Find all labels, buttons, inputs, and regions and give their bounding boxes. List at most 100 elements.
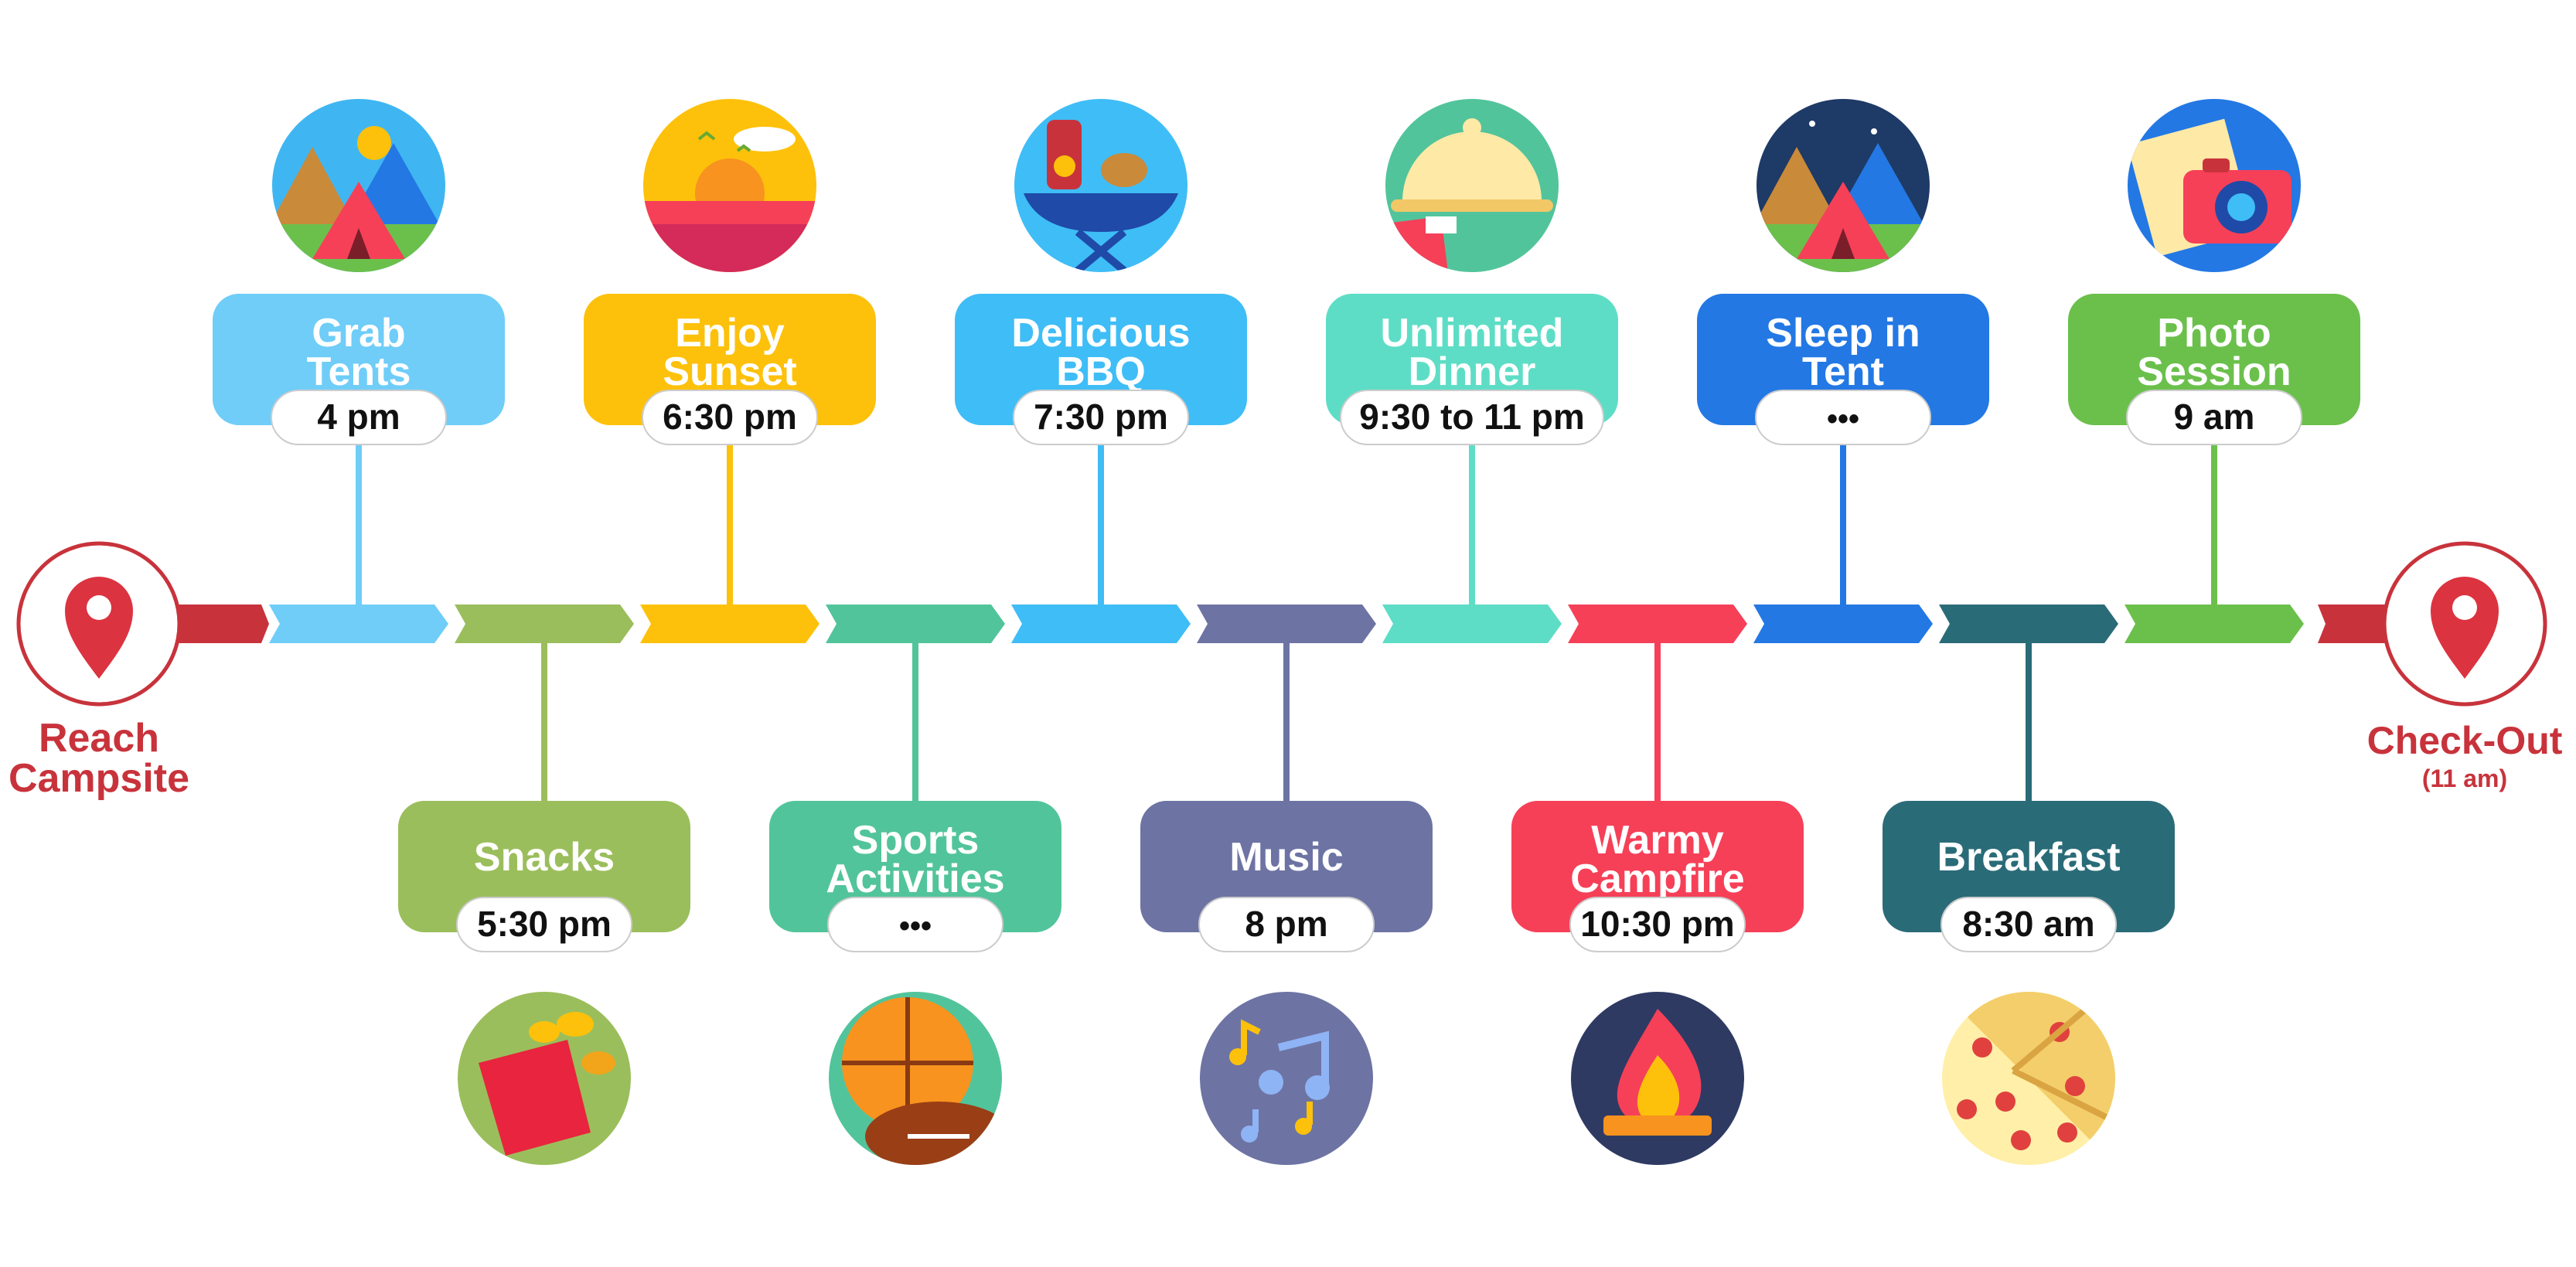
event-time-pill xyxy=(271,390,447,445)
event-card-music: Music 8 pm xyxy=(1140,801,1433,952)
event-time-pill xyxy=(827,897,1003,952)
event-title-line: Tent xyxy=(1802,349,1884,394)
event-card-background xyxy=(955,294,1247,425)
timeline-segment xyxy=(1753,605,1933,643)
event-time: 8 pm xyxy=(1245,904,1327,944)
event-card-background xyxy=(1140,801,1433,932)
timeline-segment xyxy=(640,605,819,643)
event-title-line: Activities xyxy=(826,857,1004,901)
event-title-line: Dinner xyxy=(1409,349,1536,394)
end-sublabel: (11 am) xyxy=(2422,765,2507,792)
dinner-cloche-icon xyxy=(1385,99,1559,272)
event-time: 4 pm xyxy=(317,397,400,437)
start-marker: Reach Campsite xyxy=(9,541,189,801)
event-time-pill xyxy=(1013,390,1189,445)
event-time-pill xyxy=(642,390,818,445)
event-time-pill xyxy=(1340,390,1604,445)
event-connector xyxy=(1469,425,1475,605)
event-title-line: Session xyxy=(2137,349,2291,394)
event-title-line: Enjoy xyxy=(675,311,785,356)
event-title-line: Sleep in xyxy=(1766,311,1920,356)
end-marker: Check-Out (11 am) xyxy=(2367,541,2563,792)
event-card-background xyxy=(2068,294,2360,425)
event-connector xyxy=(1654,643,1661,801)
event-connector xyxy=(2211,425,2217,605)
event-connector xyxy=(1283,643,1290,801)
end-label: Check-Out xyxy=(2367,719,2563,762)
timeline-segment xyxy=(1568,605,1747,643)
timeline-segment xyxy=(269,605,448,643)
tent-camp-icon xyxy=(272,99,445,272)
event-title-line: Sports xyxy=(852,818,980,863)
event-time: 10:30 pm xyxy=(1580,904,1734,944)
event-time: 9:30 to 11 pm xyxy=(1359,397,1584,437)
event-time-pill xyxy=(1569,897,1746,952)
event-time: 6:30 pm xyxy=(663,397,797,437)
start-label-line2: Campsite xyxy=(9,756,189,801)
event-time-pill xyxy=(2126,390,2302,445)
event-card-background xyxy=(1883,801,2175,932)
event-connector xyxy=(1098,425,1104,605)
timeline-end-segment xyxy=(2318,605,2401,643)
event-title: Music xyxy=(1229,835,1343,880)
event-time: 7:30 pm xyxy=(1034,397,1168,437)
event-card-background xyxy=(584,294,876,425)
timeline-segment xyxy=(826,605,1005,643)
event-connector xyxy=(1840,425,1846,605)
event-time: 5:30 pm xyxy=(477,904,612,944)
start-label-line1: Reach xyxy=(39,716,159,761)
event-title-line: Unlimited xyxy=(1381,311,1564,356)
event-title: Breakfast xyxy=(1937,835,2120,880)
event-title-line: Grab xyxy=(312,311,405,356)
event-connector xyxy=(541,643,547,801)
event-title-line: Tents xyxy=(307,349,411,394)
event-title-line: BBQ xyxy=(1056,349,1146,394)
event-card-background xyxy=(769,801,1061,932)
event-connector xyxy=(2026,643,2032,801)
event-time-pill xyxy=(1755,390,1931,445)
event-title-line: Sunset xyxy=(663,349,796,394)
timeline-segment xyxy=(1197,605,1376,643)
event-time: 9 am xyxy=(2174,397,2255,437)
event-title: Snacks xyxy=(474,835,615,880)
event-card-background xyxy=(1697,294,1989,425)
event-title-line: Warmy xyxy=(1591,818,1724,863)
event-connector xyxy=(912,643,918,801)
event-time-pill xyxy=(1941,897,2117,952)
event-title-line: Campfire xyxy=(1570,857,1744,901)
pizza-icon xyxy=(1942,992,2115,1165)
timeline-segment xyxy=(455,605,634,643)
event-time: ••• xyxy=(1827,402,1859,436)
timeline-start-segment xyxy=(178,605,269,643)
tent-night-icon xyxy=(1757,99,1930,272)
map-pin-icon xyxy=(2431,577,2499,679)
chips-bag-icon xyxy=(458,992,631,1165)
event-title-line: Delicious xyxy=(1011,311,1190,356)
bbq-grill-icon xyxy=(1014,99,1187,272)
sports-balls-icon xyxy=(829,992,1002,1165)
sunset-icon xyxy=(643,99,816,272)
event-card-breakfast: Breakfast 8:30 am xyxy=(1883,801,2175,952)
music-notes-icon xyxy=(1200,992,1373,1165)
timeline-segment xyxy=(1011,605,1191,643)
timeline-segment xyxy=(1939,605,2118,643)
timeline-segment xyxy=(1382,605,1562,643)
event-card-background xyxy=(1511,801,1804,932)
event-title-line: Photo xyxy=(2157,311,2271,356)
event-connector xyxy=(356,425,362,605)
camera-icon xyxy=(2128,99,2301,272)
event-time-pill xyxy=(456,897,632,952)
event-time: 8:30 am xyxy=(1962,904,2094,944)
timeline-segment xyxy=(2125,605,2304,643)
event-card-background xyxy=(398,801,690,932)
event-card-snacks: Snacks 5:30 pm xyxy=(398,801,690,952)
